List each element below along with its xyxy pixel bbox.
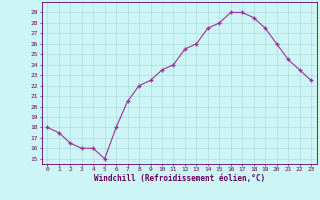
X-axis label: Windchill (Refroidissement éolien,°C): Windchill (Refroidissement éolien,°C) [94,174,265,183]
